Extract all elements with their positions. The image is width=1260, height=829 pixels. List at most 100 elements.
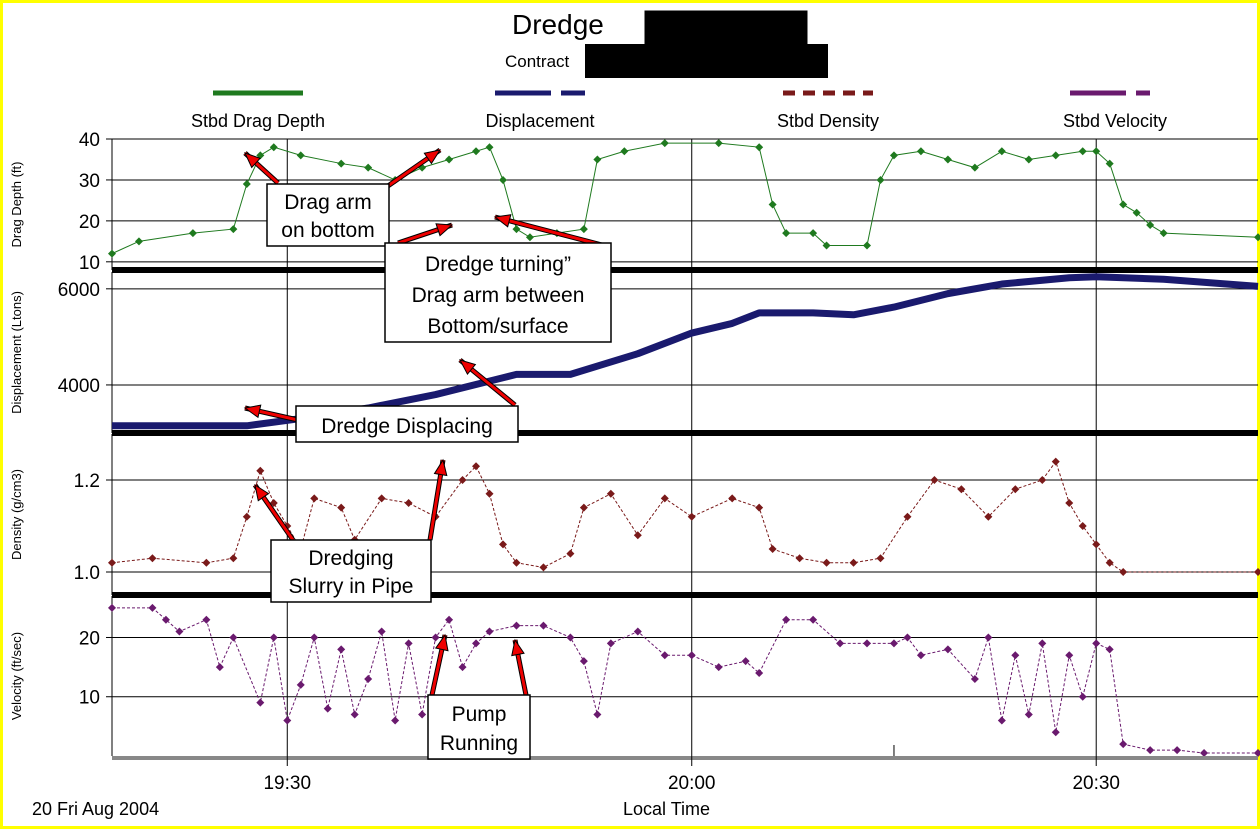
x-axis-label: Local Time	[623, 799, 710, 819]
data-point	[377, 494, 386, 503]
chart-panels: Drag Depth (ft) 10 20 30 40 Displacement (Lto…	[9, 130, 1260, 758]
data-point	[1254, 568, 1260, 576]
x-tick-label: 20:30	[1072, 773, 1120, 794]
data-point	[903, 512, 912, 521]
data-point	[161, 615, 170, 624]
data-point	[498, 540, 507, 549]
data-point	[606, 489, 615, 498]
data-point	[1051, 728, 1060, 737]
annotation-text: Bottom/surface	[427, 315, 568, 338]
data-point	[296, 680, 305, 689]
annotation-text: Running	[440, 732, 518, 755]
legend-label: Stbd Density	[777, 111, 879, 131]
y-axis-label: Density (g/cm3)	[9, 469, 24, 560]
data-point	[782, 229, 791, 238]
series-line	[112, 607, 1258, 754]
data-point	[728, 494, 737, 503]
data-point	[1011, 485, 1020, 494]
chart-title: Dredge	[512, 9, 604, 40]
data-point	[1105, 558, 1114, 567]
data-point	[687, 512, 696, 521]
data-point	[1065, 651, 1074, 660]
data-point	[566, 549, 575, 558]
data-point	[283, 716, 292, 725]
data-point	[364, 163, 373, 172]
data-point	[984, 633, 993, 642]
data-point	[148, 554, 157, 563]
data-point	[148, 603, 157, 612]
annotation-box	[427, 694, 531, 760]
annotation-arrowhead	[243, 404, 262, 419]
annotation-displacing: Dredge Displacing	[295, 405, 519, 443]
y-tick-label: 1.2	[74, 471, 100, 492]
annotation-arrow	[494, 215, 603, 247]
data-point	[242, 512, 251, 521]
data-point	[364, 674, 373, 683]
panel-separator	[112, 267, 1258, 273]
y-tick-label: 10	[79, 688, 100, 709]
data-point	[593, 710, 602, 719]
data-point	[1078, 692, 1087, 701]
y-axis-label: Displacement (Ltons)	[9, 291, 24, 414]
data-point	[323, 704, 332, 713]
data-point	[579, 503, 588, 512]
legend-label: Stbd Drag Depth	[191, 111, 325, 131]
data-point	[970, 674, 979, 683]
data-point	[1173, 746, 1182, 755]
data-point	[512, 225, 521, 234]
data-point	[1092, 540, 1101, 549]
data-point	[310, 494, 319, 503]
data-point	[1105, 159, 1114, 168]
series-line	[111, 142, 1259, 255]
data-point	[310, 633, 319, 642]
data-point	[1159, 229, 1168, 238]
y-tick-label: 40	[79, 130, 100, 151]
annotation-arrowhead	[493, 214, 512, 228]
x-axis-bar	[112, 756, 1258, 760]
data-point	[593, 155, 602, 164]
chart-subtitle: Contract	[505, 52, 570, 71]
annotation-arrowhead	[435, 223, 454, 237]
y-axis-label: Velocity (ft/sec)	[9, 632, 24, 720]
data-point	[215, 663, 224, 672]
data-point	[1132, 208, 1141, 217]
annotation-box	[384, 242, 612, 343]
annotation-box	[295, 405, 519, 443]
legend: Stbd Drag Depth Displacement Stbd Density S…	[191, 90, 1167, 131]
data-point	[633, 531, 642, 540]
annotation-text: Dredge turning”	[425, 253, 571, 276]
data-point	[269, 633, 278, 642]
annotation-text: Dredge Displacing	[321, 415, 493, 438]
panel-displacement: Displacement (Ltons) 4000 6000	[9, 272, 1259, 433]
data-point	[485, 627, 494, 636]
data-point	[970, 163, 979, 172]
annotation-text: Pump	[452, 703, 507, 726]
data-point	[1011, 651, 1020, 660]
y-tick-label: 10	[79, 253, 100, 274]
data-point	[1078, 522, 1087, 530]
data-point	[108, 249, 116, 258]
data-point	[1051, 457, 1060, 466]
data-point	[660, 139, 669, 148]
x-tick-label: 20:00	[668, 773, 716, 794]
data-point	[296, 151, 305, 160]
data-point	[391, 716, 400, 725]
data-point	[377, 627, 386, 636]
data-point	[256, 698, 265, 707]
data-point	[809, 615, 818, 624]
annotation-arrowhead	[511, 638, 525, 657]
data-point	[863, 241, 872, 250]
data-point	[1119, 568, 1128, 576]
data-point	[1105, 645, 1114, 654]
data-point	[660, 651, 669, 660]
y-axis-label: Drag Depth (ft)	[9, 162, 24, 248]
data-point	[1038, 476, 1047, 484]
y-tick-label: 30	[79, 171, 100, 192]
data-point	[229, 225, 238, 234]
data-point	[1119, 200, 1128, 209]
data-point	[1024, 710, 1033, 719]
data-point	[809, 229, 818, 238]
data-point	[903, 633, 912, 642]
